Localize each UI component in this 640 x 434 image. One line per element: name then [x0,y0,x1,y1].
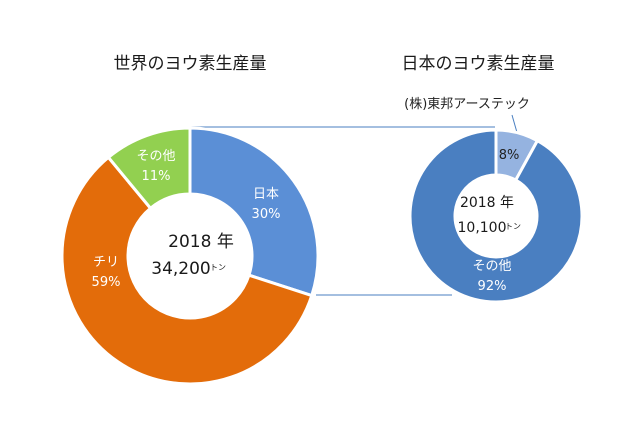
japan-slice-pct-toho: 8% [499,148,520,163]
world-slice-pct-chile: 59% [92,275,121,290]
japan-chart-title: 日本のヨウ素生産量 [402,54,555,74]
world-slice-label-other: その他 [136,149,175,164]
world-slice-2 [106,126,192,211]
world-slice-pct-japan: 30% [252,207,281,222]
world-center-unit: トン [210,263,226,272]
japan-center-unit: トン [505,222,521,231]
world-chart-title: 世界のヨウ素生産量 [114,54,267,74]
world-slice-1 [60,155,314,386]
world-slice-pct-other: 11% [142,169,171,184]
japan-slice-1 [408,128,584,304]
japan-slice-label-toho: (株)東邦アーステック [404,96,530,112]
world-center-total: 34,200 [151,259,210,279]
world-slice-label-chile: チリ [93,255,119,270]
world-slice-0 [188,126,320,298]
world-slice-label-japan: 日本 [253,187,279,202]
japan-slice-label-other: その他 [472,259,511,274]
japan-center-year: 2018 年 [460,195,514,211]
japan-donut [408,128,584,304]
world-donut [60,126,320,386]
japan-slice-pct-other: 92% [478,279,507,294]
world-center-year: 2018 年 [168,232,234,252]
japan-center-total: 10,100 [458,220,507,236]
